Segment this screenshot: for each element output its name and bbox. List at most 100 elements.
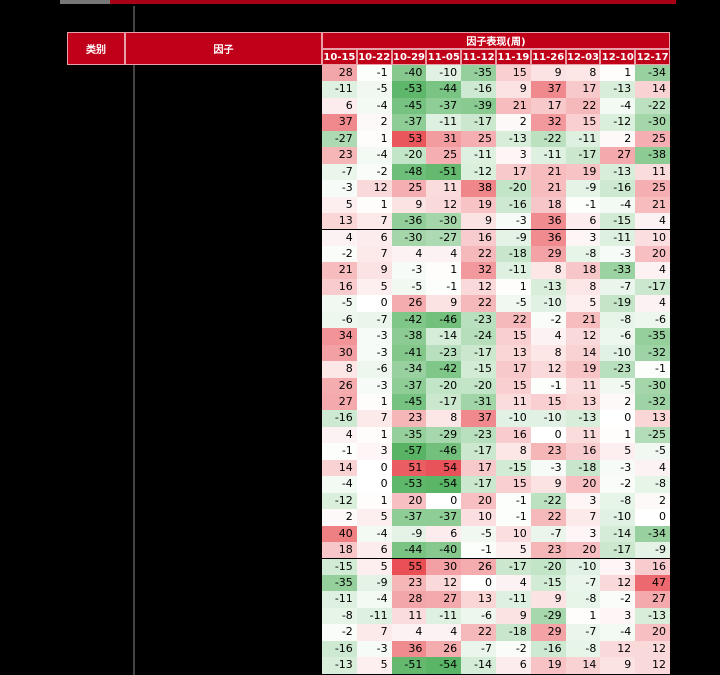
cell: -23 xyxy=(461,426,496,444)
cell: 5 xyxy=(356,657,392,674)
cell: 13 xyxy=(565,394,601,411)
cell: -35 xyxy=(391,426,427,444)
cell: -1 xyxy=(496,492,531,510)
cell: -31 xyxy=(461,394,496,411)
cell: 36 xyxy=(530,229,566,246)
cell: -17 xyxy=(635,278,670,296)
cell: 47 xyxy=(635,574,670,592)
cell: 3 xyxy=(565,492,601,510)
cell: -8 xyxy=(565,591,601,608)
cell: -11 xyxy=(461,147,496,164)
cell: 9 xyxy=(426,295,462,312)
cell: -3 xyxy=(356,640,392,658)
cell: -11 xyxy=(356,607,392,625)
cell: -8 xyxy=(322,607,357,625)
cell: -17 xyxy=(461,476,496,493)
cell: -4 xyxy=(600,97,636,115)
cell: 11 xyxy=(426,180,462,197)
cell: -2 xyxy=(530,311,566,329)
cell: -54 xyxy=(426,476,462,493)
cell: 15 xyxy=(496,65,531,82)
cell: 13 xyxy=(496,344,531,362)
cell: 4 xyxy=(635,295,670,312)
week-header: 10-15 xyxy=(322,49,357,65)
cell: 16 xyxy=(496,426,531,444)
cell: 3 xyxy=(600,558,636,575)
cell: 3 xyxy=(496,147,531,164)
cell: -8 xyxy=(600,311,636,329)
cell: -46 xyxy=(426,443,462,460)
cell: 11 xyxy=(391,607,427,625)
cell: -2 xyxy=(322,245,357,263)
cell: 1 xyxy=(356,426,392,444)
cell: -11 xyxy=(530,147,566,164)
cell: -27 xyxy=(426,229,462,246)
cell: -22 xyxy=(530,130,566,148)
cell: -13 xyxy=(600,81,636,98)
cell: -12 xyxy=(600,114,636,131)
cell: 9 xyxy=(600,657,636,674)
cell: -23 xyxy=(461,311,496,329)
cell: -37 xyxy=(391,377,427,394)
cell: 1 xyxy=(426,262,462,279)
cell: -45 xyxy=(391,394,427,411)
week-header: 10-29 xyxy=(391,49,427,65)
cell: -34 xyxy=(391,361,427,378)
cell: 7 xyxy=(565,509,601,526)
cell: 19 xyxy=(565,361,601,378)
cell: 5 xyxy=(322,196,357,214)
cell: -37 xyxy=(426,97,462,115)
cell: -23 xyxy=(600,361,636,378)
cell: 17 xyxy=(461,459,496,477)
cell: 5 xyxy=(356,558,392,575)
cell: -35 xyxy=(461,65,496,82)
cell: -4 xyxy=(322,476,357,493)
cell: -17 xyxy=(426,394,462,411)
cell: 2 xyxy=(322,509,357,526)
cell: -37 xyxy=(391,509,427,526)
cell: 8 xyxy=(530,344,566,362)
cell: 9 xyxy=(496,81,531,98)
cell: 25 xyxy=(426,147,462,164)
cell: 9 xyxy=(461,213,496,230)
week-header: 12-17 xyxy=(635,49,670,65)
cell: -20 xyxy=(496,180,531,197)
cell: -40 xyxy=(426,542,462,559)
cell: -1 xyxy=(356,65,392,82)
cell: 31 xyxy=(426,130,462,148)
cell: -9 xyxy=(356,574,392,592)
cell: 25 xyxy=(461,130,496,148)
cell: 21 xyxy=(322,262,357,279)
cell: 4 xyxy=(391,624,427,641)
cell: -14 xyxy=(600,525,636,543)
cell: -7 xyxy=(565,624,601,641)
cell: -6 xyxy=(635,311,670,329)
cell: 6 xyxy=(356,229,392,246)
cell: -16 xyxy=(530,640,566,658)
cell: 20 xyxy=(565,476,601,493)
cell: -17 xyxy=(461,344,496,362)
cell: -17 xyxy=(600,542,636,559)
cell: 14 xyxy=(635,81,670,98)
cell: -11 xyxy=(565,130,601,148)
cell: 20 xyxy=(635,245,670,263)
cell: -1 xyxy=(496,509,531,526)
cell: 7 xyxy=(356,410,392,427)
cell: 1 xyxy=(356,394,392,411)
cell: -30 xyxy=(426,213,462,230)
cell: -10 xyxy=(600,509,636,526)
cell: 0 xyxy=(600,410,636,427)
cell: -11 xyxy=(322,591,357,608)
cell: -13 xyxy=(322,657,357,674)
cell: -53 xyxy=(391,476,427,493)
cell: 8 xyxy=(565,278,601,296)
cell: 8 xyxy=(565,65,601,82)
cell: -7 xyxy=(461,640,496,658)
cell: -42 xyxy=(426,361,462,378)
cell: -7 xyxy=(565,574,601,592)
cell: -8 xyxy=(600,492,636,510)
cell: -29 xyxy=(426,426,462,444)
cell: 17 xyxy=(496,361,531,378)
cell: 4 xyxy=(322,426,357,444)
cell: 25 xyxy=(635,130,670,148)
